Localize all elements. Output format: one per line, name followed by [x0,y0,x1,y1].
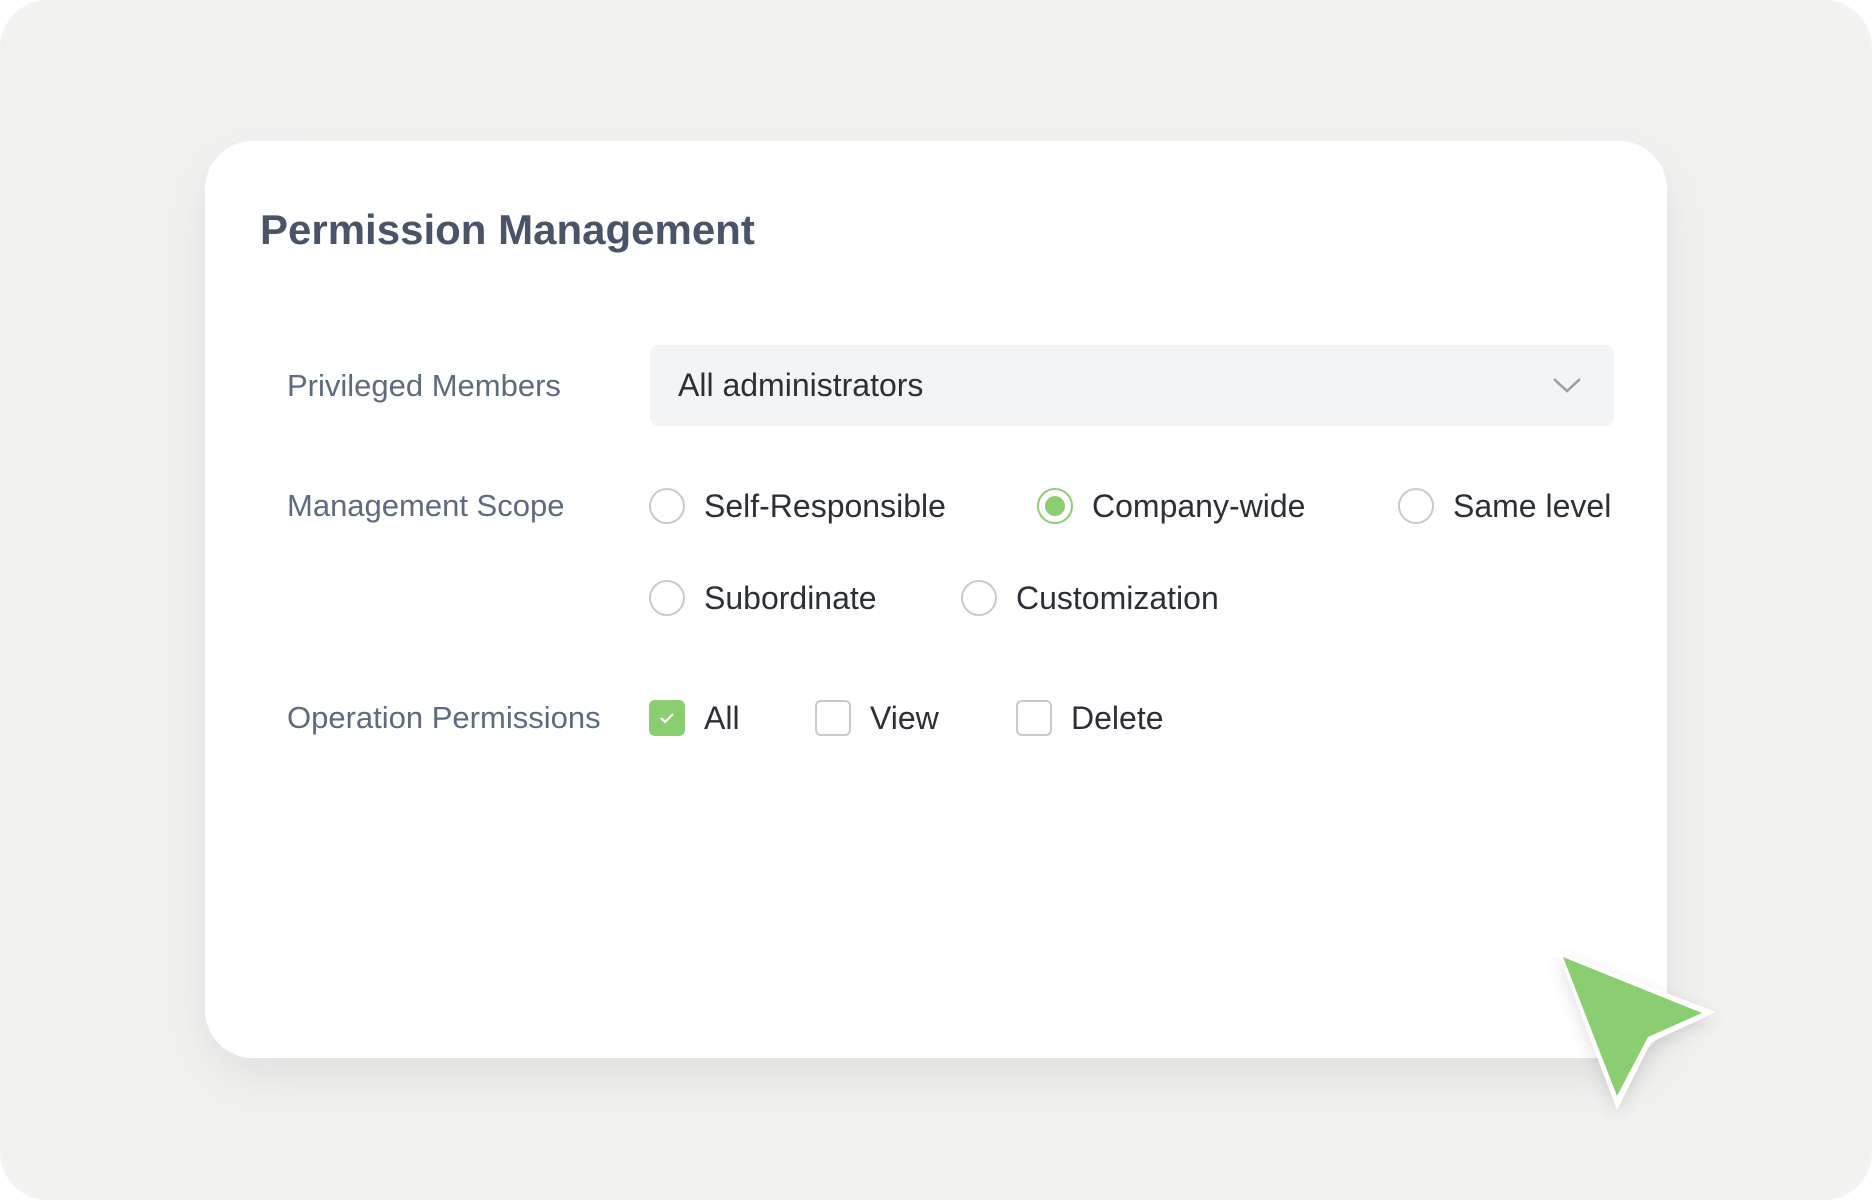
check-icon [660,713,674,724]
radio-label: Company-wide [1092,487,1306,524]
radio-same-level[interactable]: Same level [1398,486,1611,526]
checkbox-label: All [704,699,740,736]
select-value: All administrators [678,367,924,403]
operation-permissions-label: Operation Permissions [287,700,601,735]
radio-circle-selected [1037,488,1073,524]
radio-label: Self-Responsible [704,487,946,524]
checkbox-all[interactable]: All [649,698,740,738]
radio-circle [649,580,685,616]
permission-card [205,141,1667,1058]
radio-company-wide[interactable]: Company-wide [1037,486,1305,526]
radio-subordinate[interactable]: Subordinate [649,578,877,618]
radio-circle [649,488,685,524]
radio-circle [961,580,997,616]
radio-label: Subordinate [704,579,877,616]
checkbox-checked [649,700,685,736]
management-scope-label: Management Scope [287,488,565,523]
radio-circle [1398,488,1434,524]
checkbox-label: Delete [1071,699,1164,736]
checkbox-label: View [870,699,939,736]
radio-self-responsible[interactable]: Self-Responsible [649,486,946,526]
checkbox-view[interactable]: View [815,698,939,738]
privileged-members-label: Privileged Members [287,368,561,403]
radio-label: Customization [1016,579,1219,616]
checkbox-delete[interactable]: Delete [1016,698,1164,738]
radio-label: Same level [1453,487,1612,524]
checkbox-box [1016,700,1052,736]
privileged-members-select[interactable]: All administrators [650,345,1614,426]
chevron-down-icon [1553,378,1581,393]
checkbox-box [815,700,851,736]
radio-customization[interactable]: Customization [961,578,1219,618]
page-title: Permission Management [260,206,755,253]
